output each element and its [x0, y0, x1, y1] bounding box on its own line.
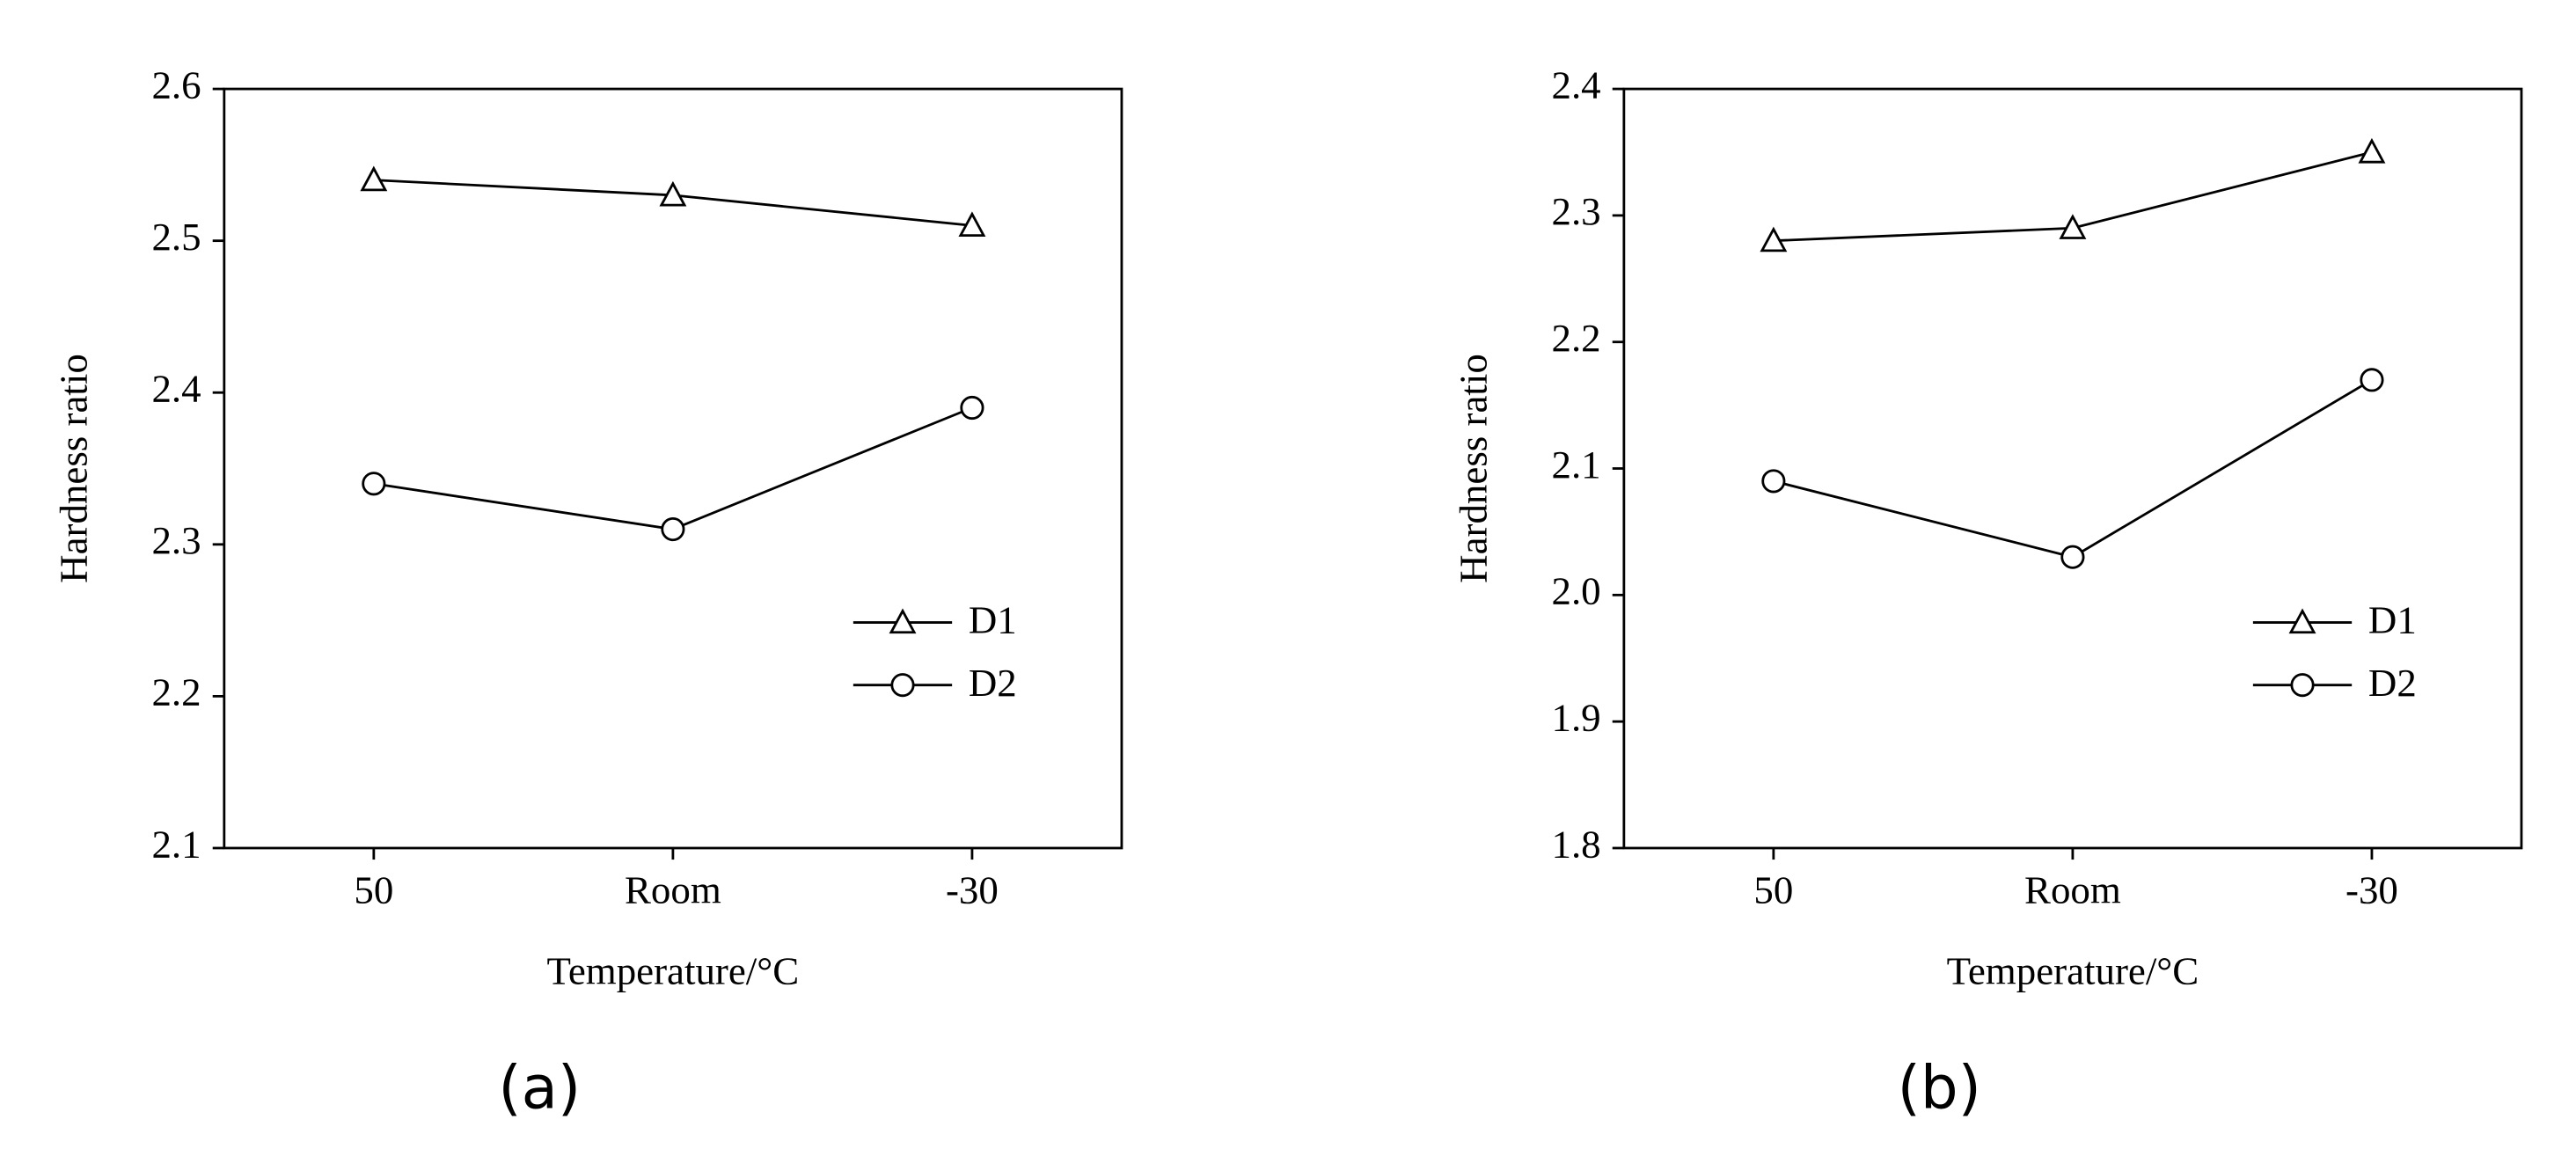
y-tick-label: 2.4 — [151, 367, 201, 411]
marker-triangle — [360, 165, 388, 192]
y-tick-label: 2.6 — [151, 62, 201, 106]
marker-triangle — [2059, 214, 2087, 239]
x-tick-label: Room — [625, 868, 721, 912]
x-axis-label: Temperature/°C — [547, 948, 800, 992]
y-tick-label: 2.1 — [1552, 443, 1601, 487]
legend-label: D2 — [969, 661, 1017, 705]
marker-circle — [1761, 469, 1786, 494]
legend-marker — [889, 608, 917, 634]
y-tick-label: 2.3 — [1552, 189, 1601, 233]
y-axis-label: Hardness ratio — [1452, 354, 1496, 583]
marker-circle — [661, 516, 685, 542]
legend-marker — [2290, 673, 2315, 698]
legend-label: D2 — [2368, 661, 2417, 705]
y-tick-label: 2.5 — [151, 215, 201, 259]
x-tick-label: -30 — [946, 868, 999, 912]
x-tick-label: 50 — [1753, 868, 1793, 912]
y-tick-label: 2.4 — [1552, 62, 1601, 106]
y-tick-label: 2.2 — [1552, 316, 1601, 360]
series-line — [1773, 378, 2373, 559]
x-tick-label: Room — [2024, 868, 2121, 912]
x-tick-label: 50 — [354, 868, 393, 912]
y-tick-label: 2.1 — [151, 822, 201, 866]
legend-label: D1 — [2368, 598, 2417, 642]
marker-triangle — [659, 180, 687, 207]
x-tick-label: -30 — [2345, 868, 2398, 912]
marker-circle — [2060, 545, 2085, 569]
series-line — [373, 406, 973, 531]
plot-frame — [1622, 87, 2523, 850]
marker-triangle — [1760, 226, 1788, 252]
caption: (a) — [498, 1053, 581, 1123]
marker-circle — [362, 472, 386, 496]
legend-marker — [890, 673, 915, 698]
y-tick-label: 1.8 — [1552, 822, 1601, 866]
marker-triangle — [958, 211, 986, 238]
marker-triangle — [2358, 137, 2386, 164]
y-axis-label: Hardness ratio — [52, 354, 96, 583]
legend-label: D1 — [969, 598, 1017, 642]
y-tick-label: 2.2 — [151, 670, 201, 714]
marker-circle — [960, 395, 984, 421]
marker-circle — [2360, 368, 2384, 392]
y-tick-label: 2.0 — [1552, 569, 1601, 613]
y-tick-label: 2.3 — [151, 518, 201, 562]
x-axis-label: Temperature/°C — [1947, 948, 2199, 992]
caption: (b) — [1898, 1053, 1981, 1123]
y-tick-label: 1.9 — [1552, 695, 1601, 739]
legend-marker — [2288, 608, 2316, 634]
